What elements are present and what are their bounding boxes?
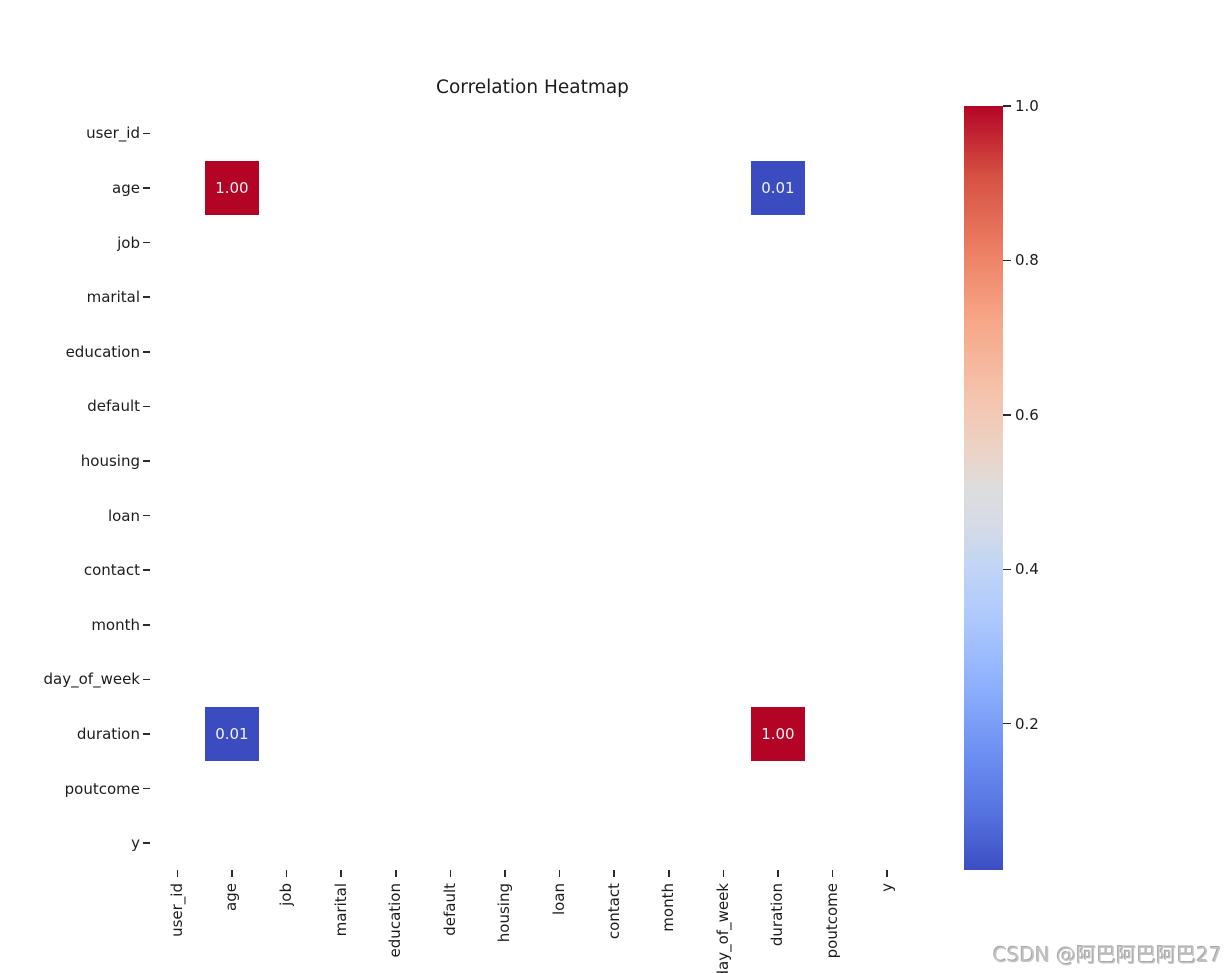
cell-value: 1.00 bbox=[215, 178, 249, 197]
colorbar-tick-mark bbox=[1003, 722, 1011, 725]
colorbar-tick-mark bbox=[1003, 105, 1011, 107]
colorbar-tick-mark bbox=[1003, 414, 1011, 416]
x-tick-label-age: age bbox=[222, 883, 241, 911]
cell-value: 0.01 bbox=[215, 724, 249, 743]
y-tick-mark bbox=[143, 569, 150, 571]
y-tick-label-poutcome: poutcome bbox=[64, 779, 140, 798]
y-tick-mark bbox=[143, 241, 150, 244]
x-tick-label-marital: marital bbox=[331, 883, 350, 937]
colorbar-gradient bbox=[964, 106, 1003, 871]
y-tick-label-job: job bbox=[117, 233, 140, 252]
y-tick-label-loan: loan bbox=[107, 506, 140, 525]
x-tick-label-loan: loan bbox=[550, 883, 568, 916]
x-tick-mark bbox=[340, 870, 342, 877]
x-tick-mark bbox=[558, 870, 561, 877]
y-tick-label-duration: duration bbox=[76, 724, 140, 743]
x-tick-label-education: education bbox=[386, 883, 405, 958]
x-tick-label-default: default bbox=[440, 883, 459, 936]
y-tick-label-contact: contact bbox=[83, 561, 140, 580]
y-tick-label-education: education bbox=[65, 342, 140, 361]
y-tick-mark bbox=[143, 678, 150, 681]
y-tick-mark bbox=[143, 514, 150, 517]
colorbar-tick-label: 0.2 bbox=[1015, 714, 1039, 733]
x-tick-mark bbox=[176, 870, 179, 877]
y-tick-label-user_id: user_id bbox=[86, 124, 140, 143]
y-tick-mark bbox=[143, 460, 150, 462]
y-tick-mark bbox=[143, 842, 150, 844]
x-tick-mark bbox=[395, 870, 397, 877]
cell-value: 0.01 bbox=[761, 178, 795, 197]
y-tick-label-month: month bbox=[91, 615, 140, 634]
colorbar-tick-label: 0.6 bbox=[1015, 405, 1039, 424]
chart-title: Correlation Heatmap bbox=[436, 77, 629, 98]
x-tick-mark bbox=[722, 870, 725, 877]
x-tick-label-poutcome: poutcome bbox=[823, 883, 841, 959]
y-tick-mark bbox=[143, 132, 150, 135]
colorbar-tick-label: 1.0 bbox=[1015, 97, 1039, 115]
heatmap-cell-duration-age: 0.01 bbox=[204, 706, 260, 762]
y-tick-label-age: age bbox=[112, 178, 140, 197]
heatmap-cell-age-age: 1.00 bbox=[204, 160, 260, 216]
y-tick-label-housing: housing bbox=[80, 451, 140, 470]
colorbar-tick-label: 0.8 bbox=[1015, 251, 1039, 270]
cell-value: 1.00 bbox=[761, 724, 795, 743]
x-tick-mark bbox=[668, 870, 670, 877]
y-tick-label-day_of_week: day_of_week bbox=[43, 670, 140, 689]
x-tick-label-housing: housing bbox=[495, 883, 514, 943]
x-tick-label-job: job bbox=[277, 883, 295, 906]
colorbar-tick-mark bbox=[1003, 259, 1011, 262]
y-tick-mark bbox=[143, 405, 150, 408]
x-tick-label-contact: contact bbox=[604, 883, 623, 940]
x-tick-mark bbox=[449, 870, 452, 877]
y-tick-label-marital: marital bbox=[86, 288, 140, 307]
heatmap-cell-age-duration: 0.01 bbox=[750, 160, 806, 216]
x-tick-label-user_id: user_id bbox=[167, 883, 186, 937]
x-tick-label-day_of_week: day_of_week bbox=[713, 883, 732, 973]
y-tick-label-default: default bbox=[87, 397, 140, 416]
x-tick-label-y: y bbox=[877, 883, 896, 892]
colorbar-tick-label: 0.4 bbox=[1015, 560, 1039, 579]
x-tick-mark bbox=[777, 870, 779, 877]
x-tick-mark bbox=[504, 870, 506, 877]
x-tick-mark bbox=[831, 870, 834, 877]
x-tick-mark bbox=[231, 870, 233, 877]
y-tick-mark bbox=[143, 187, 150, 189]
y-tick-mark bbox=[143, 624, 150, 626]
watermark-text: CSDN @阿巴阿巴阿巴27 bbox=[993, 943, 1222, 967]
x-tick-label-month: month bbox=[659, 883, 678, 932]
x-tick-mark bbox=[613, 870, 615, 877]
y-tick-mark bbox=[143, 296, 150, 298]
y-tick-label-y: y bbox=[131, 834, 140, 853]
y-tick-mark bbox=[143, 351, 150, 353]
y-tick-mark bbox=[143, 787, 150, 790]
y-tick-mark bbox=[143, 733, 150, 735]
x-tick-label-duration: duration bbox=[768, 883, 787, 947]
colorbar-tick-mark bbox=[1003, 568, 1011, 570]
x-tick-mark bbox=[886, 870, 888, 877]
x-tick-mark bbox=[285, 870, 288, 877]
heatmap-cell-duration-duration: 1.00 bbox=[750, 706, 806, 762]
